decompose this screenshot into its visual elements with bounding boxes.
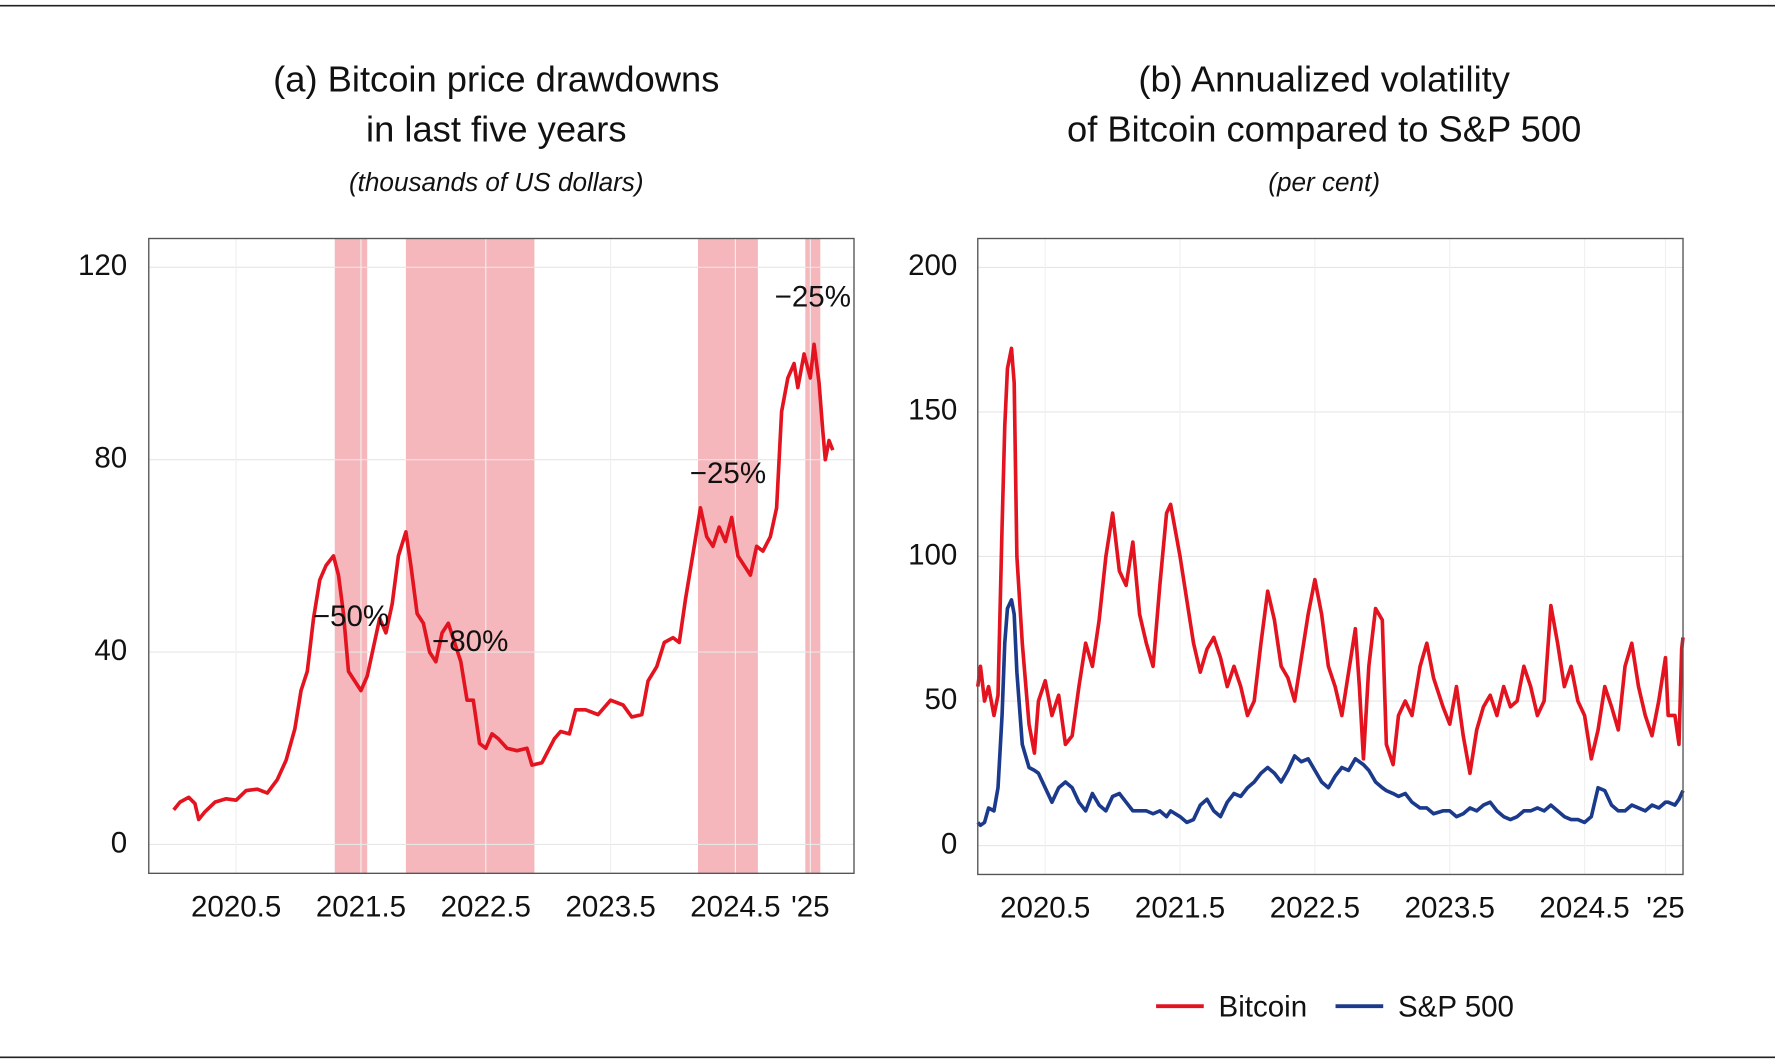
x-tick-label: 2024.5 (1539, 891, 1629, 924)
plot-frame (148, 237, 855, 875)
chart-title: in last five years (366, 108, 626, 149)
drawdown-shade (805, 238, 821, 874)
y-tick-label: 80 (94, 442, 127, 475)
drawdown-label: −80% (432, 625, 508, 658)
chart-subtitle: (per cent) (1268, 167, 1380, 197)
drawdown-shade (697, 238, 758, 874)
x-tick-label: 2020.5 (191, 890, 281, 923)
chart-title: of Bitcoin compared to S&P 500 (1067, 108, 1581, 149)
legend-label: S&P 500 (1398, 990, 1514, 1023)
plot-frame (977, 237, 1684, 876)
drawdown-shade (334, 238, 368, 874)
x-tick-label: '25 (791, 890, 829, 923)
chart-title: (b) Annualized volatility (1138, 58, 1510, 99)
y-tick-label: 100 (908, 538, 957, 571)
y-tick-label: 200 (908, 249, 957, 282)
legend-label: Bitcoin (1219, 990, 1308, 1023)
drawdown-shade (405, 238, 535, 874)
y-tick-label: 150 (908, 394, 957, 427)
x-tick-label: '25 (1646, 891, 1684, 924)
y-tick-label: 120 (78, 249, 127, 282)
volatility-line (975, 346, 1685, 776)
x-tick-label: 2021.5 (1135, 891, 1225, 924)
x-tick-label: 2022.5 (1270, 891, 1360, 924)
volatility-line (976, 598, 1685, 828)
x-tick-label: 2020.5 (1000, 891, 1090, 924)
x-tick-label: 2023.5 (1405, 891, 1495, 924)
x-tick-label: 2024.5 (690, 890, 780, 923)
x-tick-label: 2022.5 (441, 890, 531, 923)
y-tick-label: 0 (941, 827, 957, 860)
drawdown-label: −50% (313, 600, 389, 633)
price-line (172, 342, 835, 822)
chart-subtitle: (thousands of US dollars) (349, 167, 644, 197)
y-tick-label: 0 (111, 826, 127, 859)
x-tick-label: 2023.5 (565, 890, 655, 923)
x-tick-label: 2021.5 (316, 890, 406, 923)
y-tick-label: 40 (94, 634, 127, 667)
y-tick-label: 50 (924, 683, 957, 716)
chart-title: (a) Bitcoin price drawdowns (273, 58, 719, 99)
drawdown-label: −25% (775, 281, 851, 314)
drawdown-label: −25% (690, 457, 766, 490)
